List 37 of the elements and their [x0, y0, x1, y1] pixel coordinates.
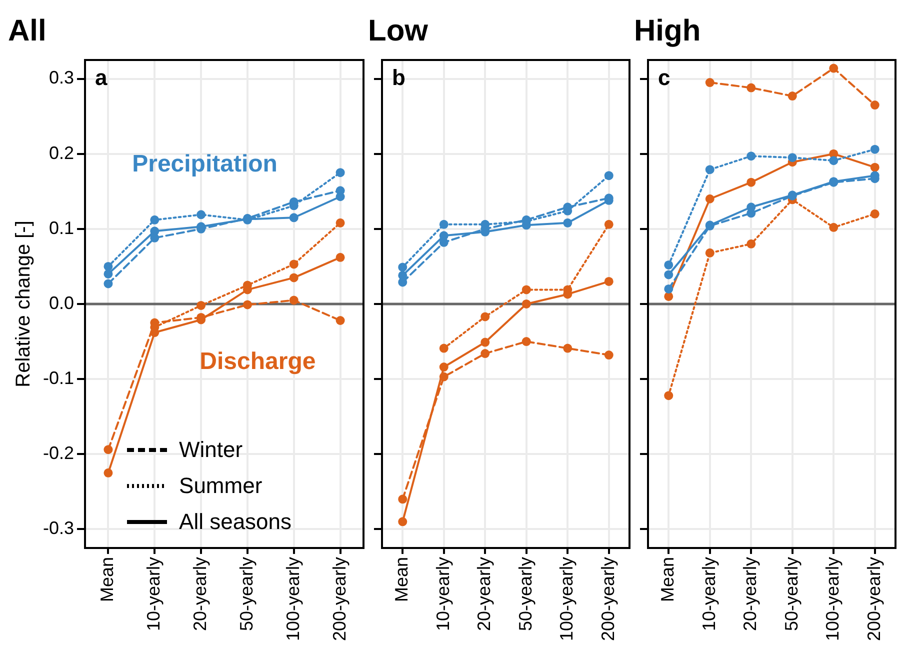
x-tick-label: 50-yearly	[236, 556, 256, 631]
x-tick-label: 10-yearly	[144, 556, 164, 631]
annotation: Precipitation	[132, 150, 278, 178]
annotation: b	[392, 65, 406, 90]
x-tick-label: 50-yearly	[781, 556, 802, 631]
y-tick-label: -0.3	[42, 518, 74, 538]
annotation: Summer	[179, 472, 262, 499]
x-tick-label: 100-yearly	[556, 556, 577, 642]
y-tick-label: 0.0	[48, 292, 74, 313]
x-tick-label: Mean	[658, 556, 678, 602]
x-tick-label: 100-yearly	[282, 556, 303, 642]
y-tick-label: 0.1	[48, 218, 74, 238]
x-tick-label: 200-yearly	[329, 556, 350, 642]
x-tick-label: Mean	[392, 556, 412, 602]
x-tick-label: 20-yearly	[190, 556, 210, 631]
chart-title: All	[8, 14, 46, 48]
annotation: a	[95, 65, 108, 90]
chart-title: Low	[368, 14, 429, 48]
x-tick-label: 50-yearly	[515, 556, 536, 631]
x-tick-label: 10-yearly	[698, 556, 719, 631]
x-tick-label: 20-yearly	[740, 556, 760, 631]
x-tick-label: 100-yearly	[822, 556, 843, 642]
y-tick-label: 0.2	[48, 142, 74, 163]
y-tick-label: -0.1	[42, 368, 74, 388]
annotation: c	[658, 65, 670, 90]
annotation: Winter	[179, 436, 243, 463]
annotation: Discharge	[200, 348, 316, 376]
y-axis-title: Relative change [-]	[12, 220, 35, 388]
x-tick-label: 200-yearly	[598, 556, 618, 642]
y-tick-label: 0.3	[48, 68, 74, 88]
x-tick-label: Mean	[97, 556, 118, 602]
x-tick-label: 20-yearly	[474, 556, 494, 631]
x-tick-label: 200-yearly	[864, 556, 884, 642]
y-tick-label: -0.2	[42, 443, 74, 464]
annotation: All seasons	[179, 508, 292, 535]
x-tick-label: 10-yearly	[432, 556, 453, 631]
chart-title: High	[634, 14, 701, 48]
